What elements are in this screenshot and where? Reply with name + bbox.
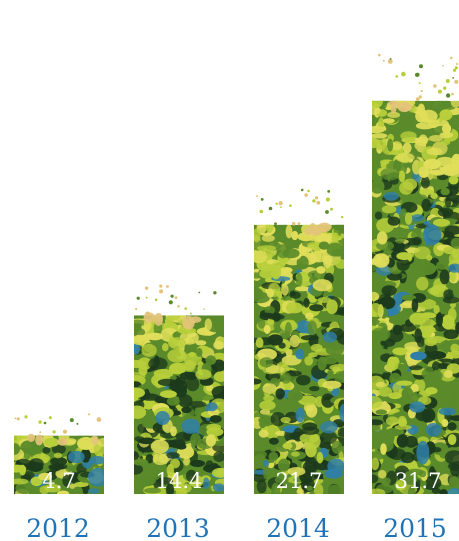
bars-layer <box>14 53 459 495</box>
bar-foliage-texture <box>254 224 344 494</box>
category-label: 2015 <box>383 514 447 541</box>
bar-value-label: 31.7 <box>395 469 442 493</box>
category-label: 2013 <box>146 514 210 541</box>
bar-2012 <box>14 413 104 494</box>
bar-foliage-texture <box>372 100 459 494</box>
bar-foliage-texture <box>14 435 104 494</box>
bar-2014 <box>254 188 344 495</box>
bar-leaf-specks <box>14 413 102 446</box>
labels-layer: 4.7 2012 14.4 2013 21.7 2014 31.7 2015 <box>26 469 447 541</box>
bar-leaf-specks <box>135 284 217 330</box>
bar-value-label: 4.7 <box>42 469 75 493</box>
bar-2013 <box>134 284 224 494</box>
bar-leaf-specks <box>378 53 459 114</box>
category-label: 2014 <box>266 514 330 541</box>
category-label: 2012 <box>26 514 90 541</box>
bar-value-label: 14.4 <box>156 469 203 493</box>
bar-value-label: 21.7 <box>276 469 323 493</box>
bar-2015 <box>372 53 459 495</box>
bar-leaf-specks <box>256 188 344 236</box>
